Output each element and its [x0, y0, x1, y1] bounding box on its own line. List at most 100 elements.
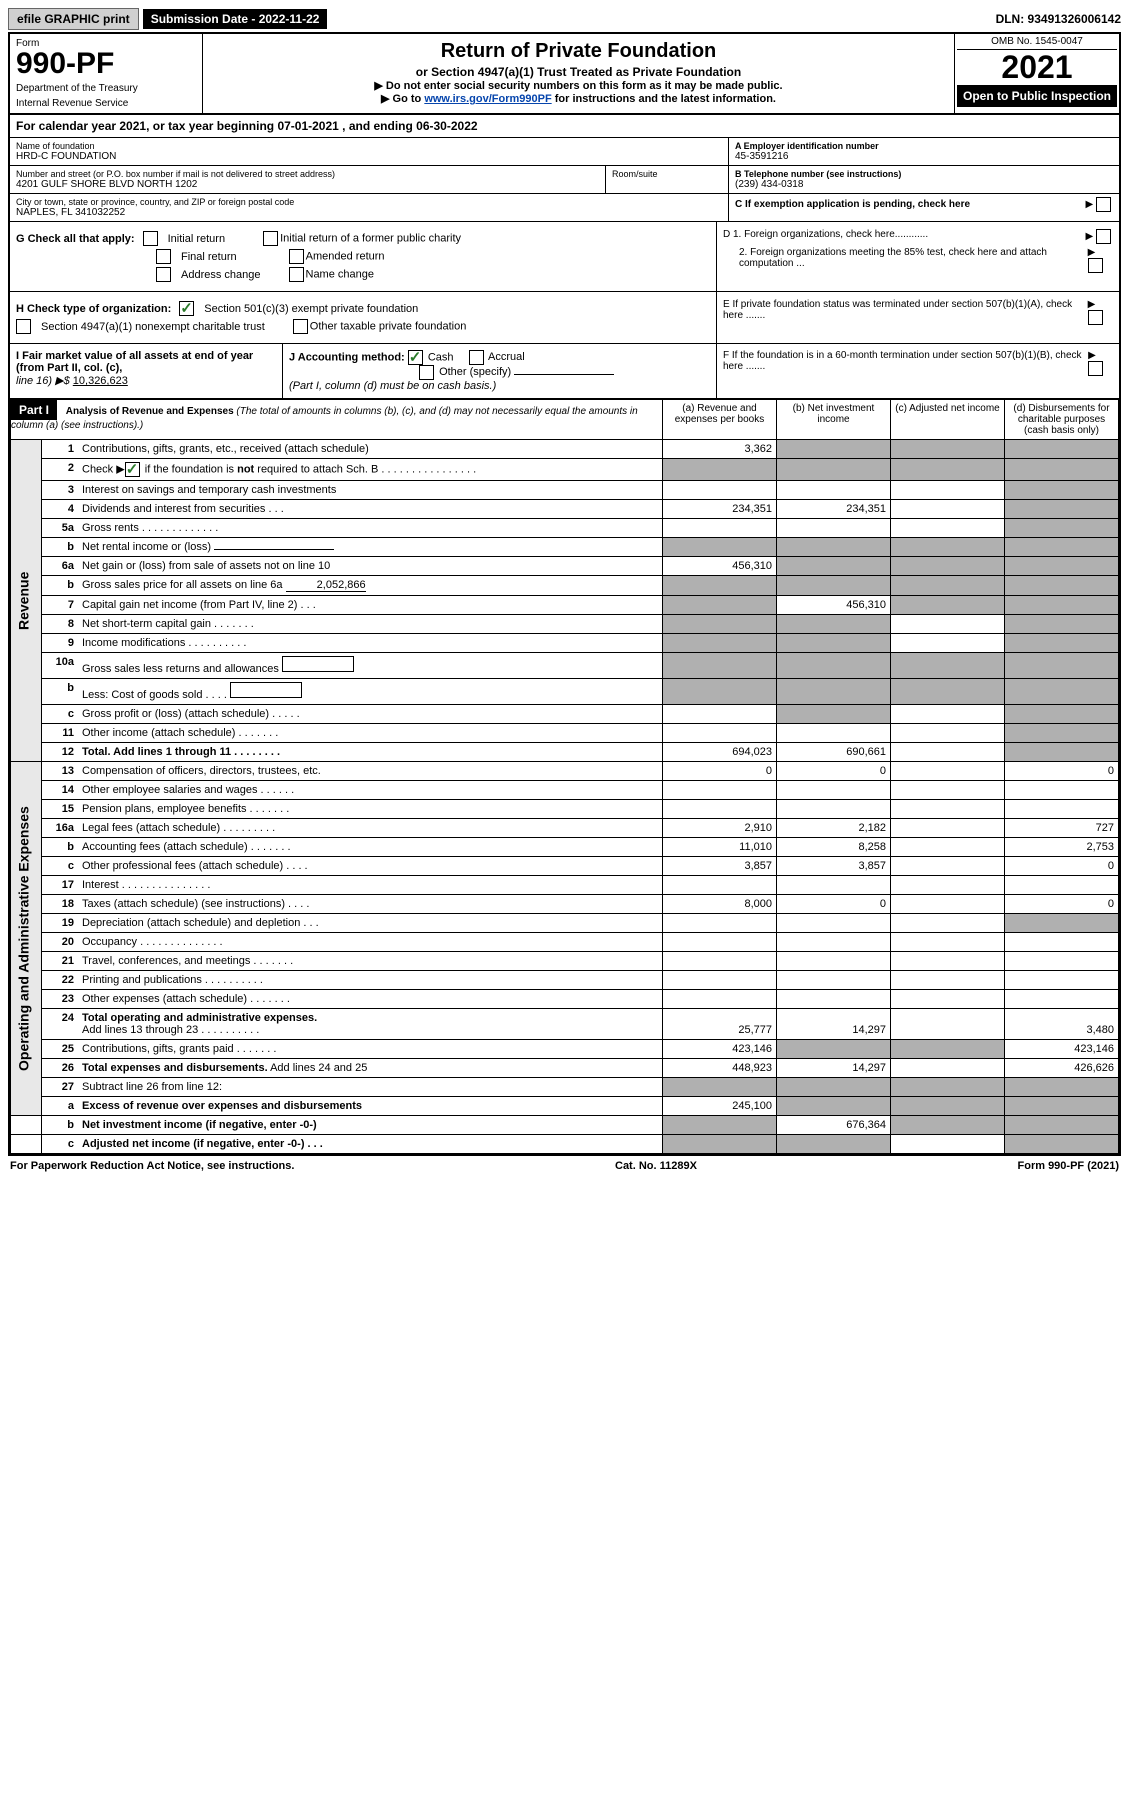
street-address: 4201 GULF SHORE BLVD NORTH 1202: [16, 179, 599, 190]
f-section: F If the foundation is in a 60-month ter…: [717, 344, 1119, 398]
open-public-badge: Open to Public Inspection: [957, 85, 1117, 107]
expenses-side-label: Operating and Administrative Expenses: [11, 762, 42, 1116]
e-section: E If private foundation status was termi…: [717, 292, 1119, 344]
j-section: J Accounting method: Cash Accrual Other …: [283, 344, 717, 398]
g-name-change[interactable]: [289, 267, 304, 282]
footer-left: For Paperwork Reduction Act Notice, see …: [10, 1160, 294, 1172]
form-subtitle: or Section 4947(a)(1) Trust Treated as P…: [207, 65, 950, 79]
col-d-header: (d) Disbursements for charitable purpose…: [1005, 400, 1119, 440]
f-checkbox[interactable]: [1088, 361, 1103, 376]
top-bar: efile GRAPHIC print Submission Date - 20…: [8, 8, 1121, 30]
fmv-value: 10,326,623: [73, 375, 128, 387]
irs-link[interactable]: www.irs.gov/Form990PF: [424, 93, 551, 105]
d-section: D 1. Foreign organizations, check here..…: [717, 222, 1119, 292]
g-amended[interactable]: [289, 249, 304, 264]
table-row: 15 Pension plans, employee benefits . . …: [11, 800, 1119, 819]
submission-date: Submission Date - 2022-11-22: [143, 9, 328, 29]
form-number: 990-PF: [16, 49, 196, 79]
header-right: OMB No. 1545-0047 2021 Open to Public In…: [954, 34, 1119, 113]
form-container: Form 990-PF Department of the Treasury I…: [8, 32, 1121, 1156]
c-checkbox[interactable]: [1096, 197, 1111, 212]
address-cell: Number and street (or P.O. box number if…: [10, 166, 605, 194]
header-left: Form 990-PF Department of the Treasury I…: [10, 34, 203, 113]
g-d-row: G Check all that apply: Initial return I…: [10, 221, 1119, 292]
foundation-name-cell: Name of foundation HRD-C FOUNDATION: [10, 138, 728, 166]
g-section: G Check all that apply: Initial return I…: [10, 222, 717, 292]
table-row: b Net investment income (if negative, en…: [11, 1116, 1119, 1135]
form-title: Return of Private Foundation: [207, 40, 950, 63]
table-row: b Gross sales price for all assets on li…: [11, 576, 1119, 596]
table-row: 8 Net short-term capital gain . . . . . …: [11, 615, 1119, 634]
dept-irs: Internal Revenue Service: [16, 98, 196, 109]
table-row: 12 Total. Add lines 1 through 11 . . . .…: [11, 743, 1119, 762]
revenue-side-label: Revenue: [11, 440, 42, 762]
j-other[interactable]: [419, 365, 434, 380]
g-initial-return[interactable]: [143, 231, 158, 246]
g-final-return[interactable]: [156, 249, 171, 264]
table-row: 21 Travel, conferences, and meetings . .…: [11, 952, 1119, 971]
analysis-table: Part I Analysis of Revenue and Expenses …: [10, 399, 1119, 1154]
city-state-zip: NAPLES, FL 341032252: [16, 207, 722, 218]
dln-number: DLN: 93491326006142: [996, 12, 1121, 26]
table-row: Revenue 1 Contributions, gifts, grants, …: [11, 440, 1119, 459]
identity-left: Name of foundation HRD-C FOUNDATION Numb…: [10, 138, 729, 221]
col-c-header: (c) Adjusted net income: [891, 400, 1005, 440]
phone-cell: B Telephone number (see instructions) (2…: [729, 166, 1119, 194]
calendar-year-line: For calendar year 2021, or tax year begi…: [10, 115, 1119, 138]
table-row: 11 Other income (attach schedule) . . . …: [11, 724, 1119, 743]
h-501c3[interactable]: [179, 301, 194, 316]
table-row: 25 Contributions, gifts, grants paid . .…: [11, 1040, 1119, 1059]
dept-treasury: Department of the Treasury: [16, 83, 196, 94]
g-initial-public[interactable]: [263, 231, 278, 246]
sch-b-checkbox[interactable]: [125, 462, 140, 477]
ein-cell: A Employer identification number 45-3591…: [729, 138, 1119, 166]
omb-number: OMB No. 1545-0047: [957, 36, 1117, 50]
g-address-change[interactable]: [156, 267, 171, 282]
table-row: 17 Interest . . . . . . . . . . . . . . …: [11, 876, 1119, 895]
ein-value: 45-3591216: [735, 151, 1113, 162]
h-other-taxable[interactable]: [293, 319, 308, 334]
table-row: Operating and Administrative Expenses 13…: [11, 762, 1119, 781]
table-row: 3 Interest on savings and temporary cash…: [11, 481, 1119, 500]
city-cell: City or town, state or province, country…: [10, 194, 728, 221]
table-row: 23 Other expenses (attach schedule) . . …: [11, 990, 1119, 1009]
h-section: H Check type of organization: Section 50…: [10, 292, 717, 344]
c-exemption-cell: C If exemption application is pending, c…: [729, 194, 1119, 215]
table-row: 22 Printing and publications . . . . . .…: [11, 971, 1119, 990]
foundation-name: HRD-C FOUNDATION: [16, 151, 722, 162]
table-row: 26 Total expenses and disbursements. Add…: [11, 1059, 1119, 1078]
table-row: b Less: Cost of goods sold . . . .: [11, 679, 1119, 705]
room-suite-cell: Room/suite: [605, 166, 728, 194]
table-row: 9 Income modifications . . . . . . . . .…: [11, 634, 1119, 653]
table-row: 7 Capital gain net income (from Part IV,…: [11, 596, 1119, 615]
table-row: a Excess of revenue over expenses and di…: [11, 1097, 1119, 1116]
table-row: 16a Legal fees (attach schedule) . . . .…: [11, 819, 1119, 838]
form-header: Form 990-PF Department of the Treasury I…: [10, 34, 1119, 115]
table-row: 4 Dividends and interest from securities…: [11, 500, 1119, 519]
j-cash[interactable]: [408, 350, 423, 365]
table-row: 18 Taxes (attach schedule) (see instruct…: [11, 895, 1119, 914]
col-b-header: (b) Net investment income: [777, 400, 891, 440]
table-row: b Accounting fees (attach schedule) . . …: [11, 838, 1119, 857]
identity-right: A Employer identification number 45-3591…: [729, 138, 1119, 221]
table-row: b Net rental income or (loss): [11, 538, 1119, 557]
efile-button[interactable]: efile GRAPHIC print: [8, 8, 139, 30]
ij-row: I Fair market value of all assets at end…: [10, 344, 1119, 399]
table-row: 14 Other employee salaries and wages . .…: [11, 781, 1119, 800]
tax-year: 2021: [957, 50, 1117, 85]
j-accrual[interactable]: [469, 350, 484, 365]
table-row: 10a Gross sales less returns and allowan…: [11, 653, 1119, 679]
footer-center: Cat. No. 11289X: [615, 1160, 697, 1172]
d2-checkbox[interactable]: [1088, 258, 1103, 273]
table-row: c Other professional fees (attach schedu…: [11, 857, 1119, 876]
table-row: 5a Gross rents . . . . . . . . . . . . .: [11, 519, 1119, 538]
h-4947[interactable]: [16, 319, 31, 334]
footer: For Paperwork Reduction Act Notice, see …: [8, 1156, 1121, 1176]
table-row: 20 Occupancy . . . . . . . . . . . . . .: [11, 933, 1119, 952]
identity-section: Name of foundation HRD-C FOUNDATION Numb…: [10, 138, 1119, 221]
table-row: c Gross profit or (loss) (attach schedul…: [11, 705, 1119, 724]
e-checkbox[interactable]: [1088, 310, 1103, 325]
d1-checkbox[interactable]: [1096, 229, 1111, 244]
table-row: 19 Depreciation (attach schedule) and de…: [11, 914, 1119, 933]
table-row: 24 Total operating and administrative ex…: [11, 1009, 1119, 1040]
